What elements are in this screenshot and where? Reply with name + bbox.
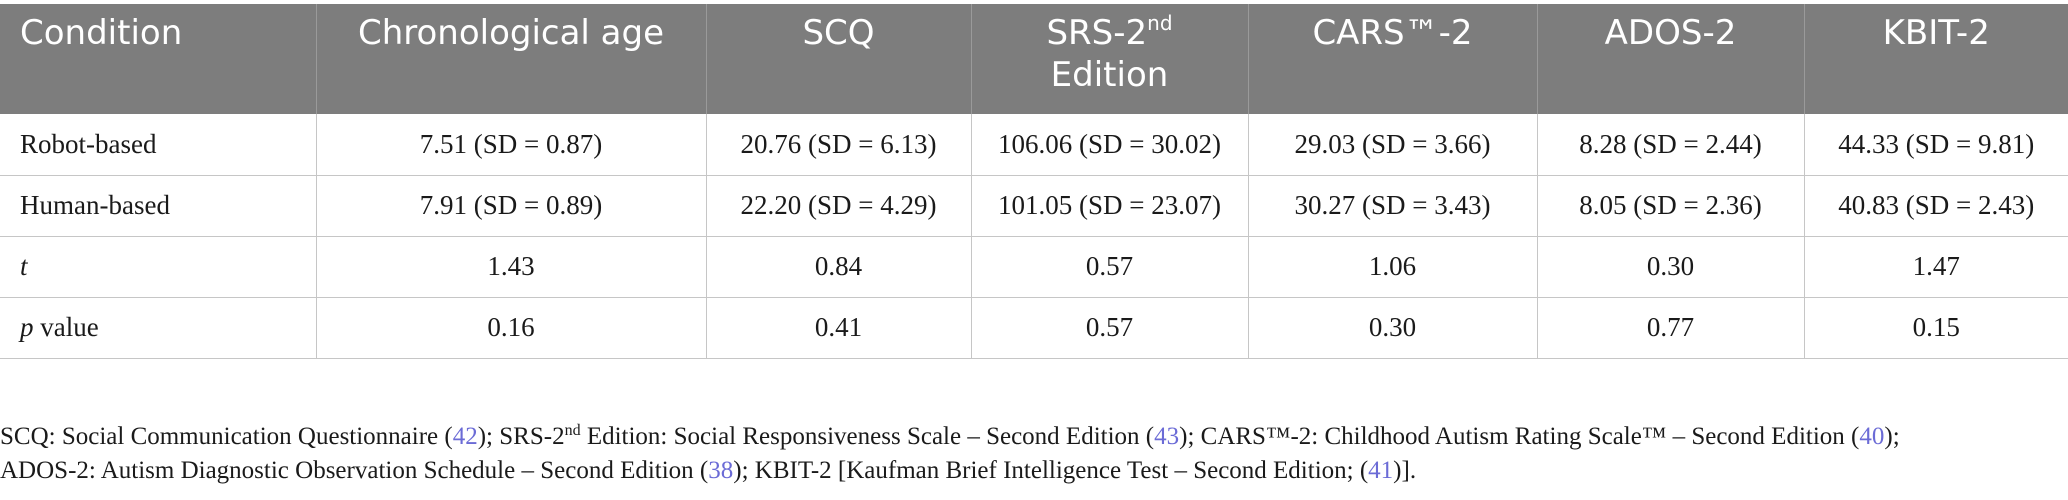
header-scq: SCQ [705, 4, 971, 114]
footnote-text: )]. [1393, 457, 1417, 484]
header-srs-superscript: nd [1147, 11, 1173, 35]
table-row-t: t 1.43 0.84 0.57 1.06 0.30 1.47 [0, 235, 2068, 298]
table-row-robot-based: Robot-based 7.51 (SD = 0.87) 20.76 (SD =… [0, 114, 2068, 176]
table-cell: 1.06 [1247, 235, 1538, 298]
table-cell: 7.51 (SD = 0.87) [315, 114, 707, 176]
header-condition: Condition [0, 4, 316, 114]
table-cell: 20.76 (SD = 6.13) [705, 114, 972, 176]
header-cars: CARS™-2 [1247, 4, 1537, 114]
header-kbit: KBIT-2 [1803, 4, 2068, 114]
footnote-line-1: SCQ: Social Communication Questionnaire … [0, 420, 2068, 454]
row-label: t [0, 235, 317, 298]
header-srs-edition: Edition [1050, 55, 1169, 95]
footnote-text: ); SRS-2 [477, 423, 565, 450]
header-chronological-age: Chronological age [315, 4, 706, 114]
footnote-text: ADOS-2: Autism Diagnostic Observation Sc… [0, 457, 709, 484]
table-cell: 106.06 (SD = 30.02) [970, 114, 1249, 176]
table-cell: 0.15 [1803, 296, 2068, 359]
header-srs-name: SRS-2 [1046, 13, 1148, 53]
demographics-table: Condition Chronological age SCQ SRS-2nd … [0, 4, 2068, 359]
reference-link[interactable]: 41 [1368, 457, 1394, 484]
table-cell: 40.83 (SD = 2.43) [1803, 174, 2068, 237]
table-header-row: Condition Chronological age SCQ SRS-2nd … [0, 4, 2068, 114]
reference-link[interactable]: 42 [452, 423, 478, 450]
footnote-text: SCQ: Social Communication Questionnaire … [0, 423, 453, 450]
table-cell: 0.41 [705, 296, 972, 359]
row-label-p: p [20, 312, 34, 342]
data-table-container: Condition Chronological age SCQ SRS-2nd … [0, 4, 2068, 359]
footnote-text: ); [1884, 423, 1900, 450]
table-cell: 30.27 (SD = 3.43) [1247, 174, 1538, 237]
reference-link[interactable]: 38 [708, 457, 734, 484]
row-label: Human-based [0, 174, 317, 237]
row-label: Robot-based [0, 114, 317, 176]
table-cell: 1.43 [315, 235, 707, 298]
row-label: p value [0, 296, 317, 359]
reference-link[interactable]: 43 [1154, 423, 1180, 450]
table-cell: 22.20 (SD = 4.29) [705, 174, 972, 237]
table-cell: 44.33 (SD = 9.81) [1803, 114, 2068, 176]
table-cell: 29.03 (SD = 3.66) [1247, 114, 1538, 176]
header-srs: SRS-2nd Edition [970, 4, 1248, 114]
footnote-text: ); KBIT-2 [Kaufman Brief Intelligence Te… [733, 457, 1369, 484]
footnote-text: Edition: Social Responsiveness Scale – S… [580, 423, 1155, 450]
table-cell: 8.05 (SD = 2.36) [1536, 174, 1805, 237]
table-cell: 0.57 [970, 296, 1249, 359]
table-cell: 0.30 [1536, 235, 1805, 298]
table-cell: 0.84 [705, 235, 972, 298]
row-label-t: t [20, 251, 28, 281]
table-footnote: SCQ: Social Communication Questionnaire … [0, 420, 2068, 488]
row-label-value: value [33, 312, 99, 342]
table-cell: 0.77 [1536, 296, 1805, 359]
footnote-line-2: ADOS-2: Autism Diagnostic Observation Sc… [0, 454, 2068, 488]
footnote-text: ); CARS™-2: Childhood Autism Rating Scal… [1179, 423, 1860, 450]
table-cell: 101.05 (SD = 23.07) [970, 174, 1249, 237]
table-cell: 0.16 [315, 296, 707, 359]
footnote-superscript: nd [564, 422, 581, 439]
table-cell: 0.57 [970, 235, 1249, 298]
table-row-human-based: Human-based 7.91 (SD = 0.89) 22.20 (SD =… [0, 174, 2068, 237]
table-cell: 0.30 [1247, 296, 1538, 359]
header-ados: ADOS-2 [1536, 4, 1804, 114]
table-cell: 8.28 (SD = 2.44) [1536, 114, 1805, 176]
table-row-p-value: p value 0.16 0.41 0.57 0.30 0.77 0.15 [0, 296, 2068, 359]
reference-link[interactable]: 40 [1859, 423, 1885, 450]
table-cell: 7.91 (SD = 0.89) [315, 174, 707, 237]
table-cell: 1.47 [1803, 235, 2068, 298]
